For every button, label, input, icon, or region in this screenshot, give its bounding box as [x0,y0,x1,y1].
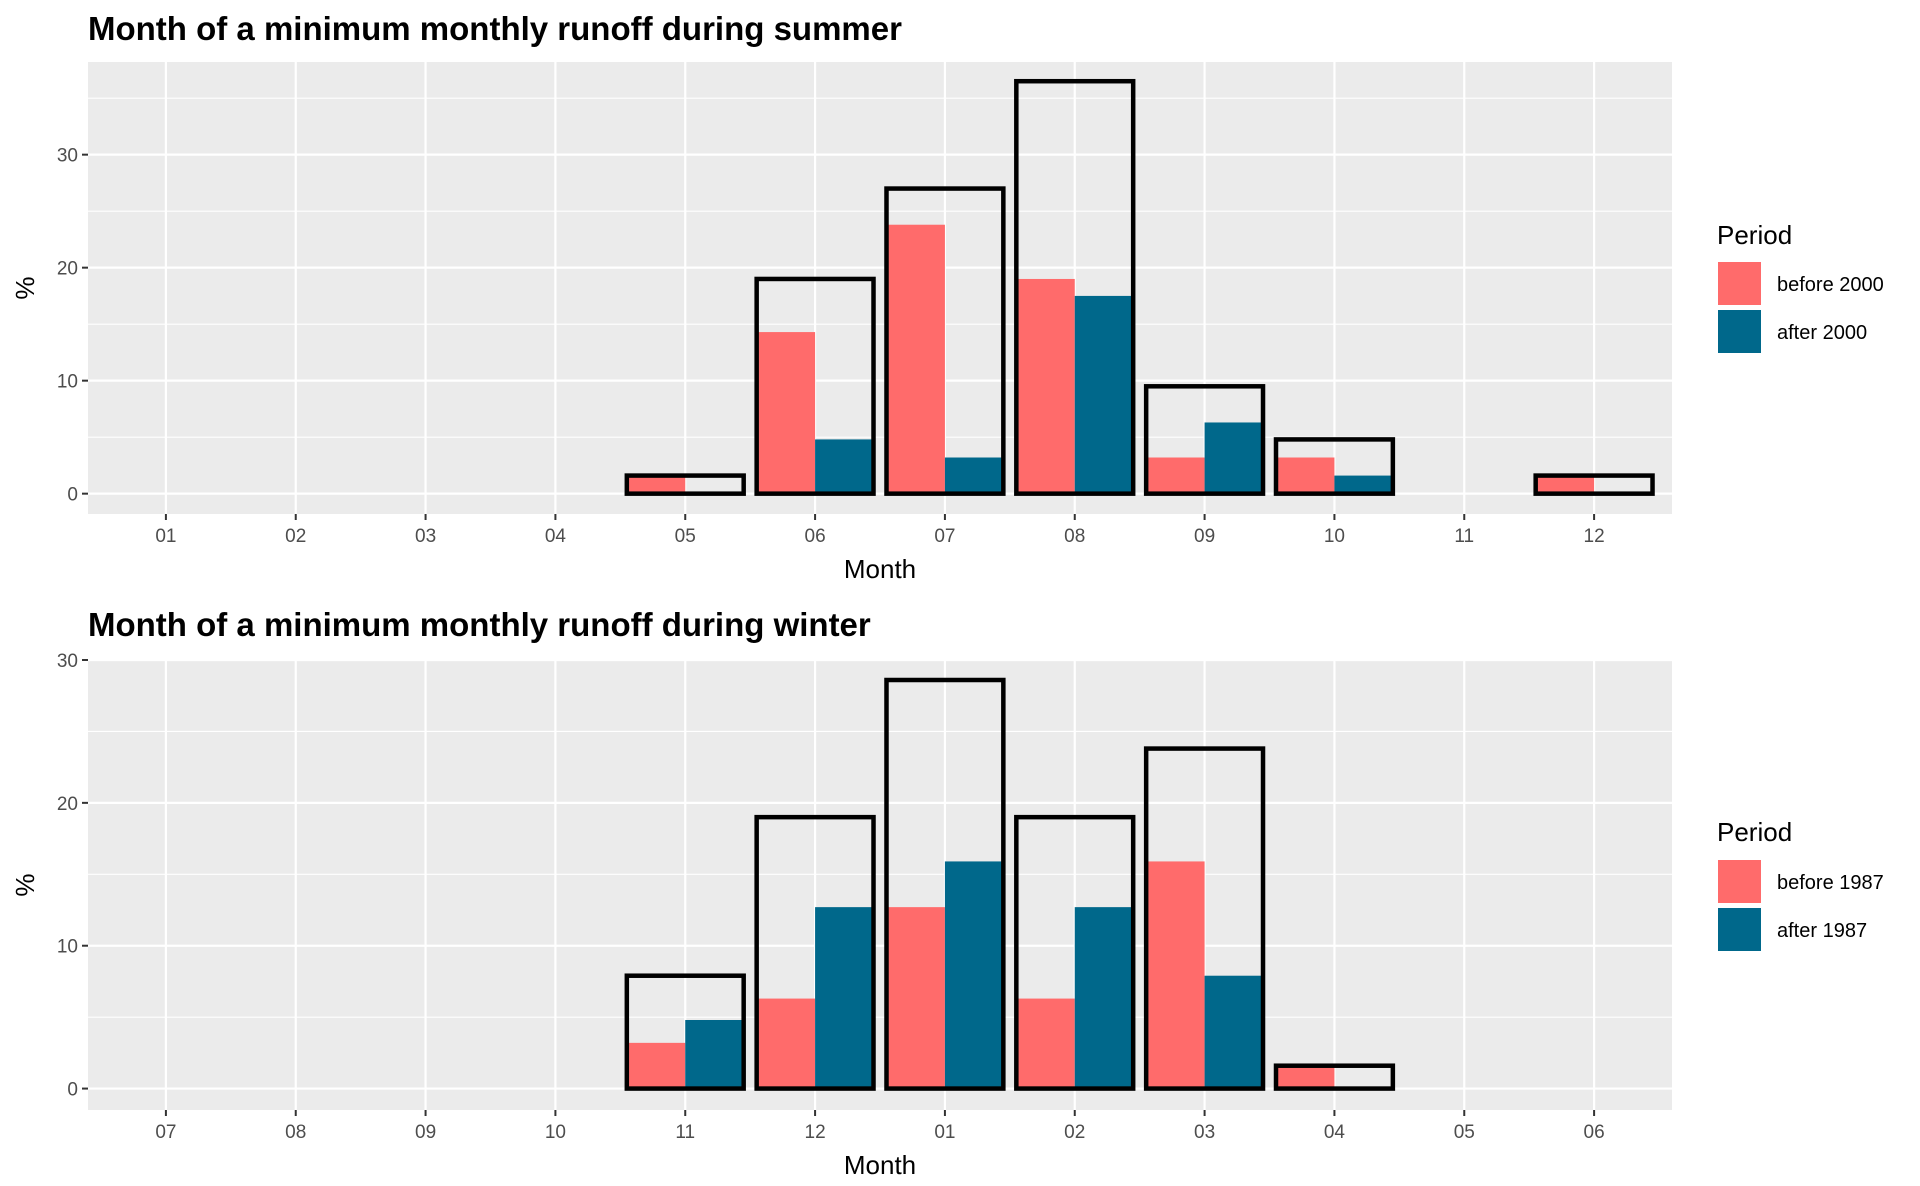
summer-bars [624,78,1655,496]
total-outline-bar [624,473,746,496]
total-outline-bar [1143,746,1266,1091]
summer-legend-key-after [1718,310,1761,353]
summer-chart-title: Month of a minimum monthly runoff during… [88,10,902,47]
total-outline-bar [1273,437,1396,496]
x-tick-label: 08 [1064,526,1085,547]
bar-after [1074,295,1134,494]
total-outline-bar [1014,814,1136,1091]
winter-x-axis-title: Month [844,1150,916,1180]
y-tick-label: 10 [57,937,78,958]
x-tick-label: 11 [675,1122,695,1143]
winter-bars [624,677,1396,1091]
winter-legend: Period before 1987 after 1987 [1717,817,1884,951]
bar-before [886,907,945,1089]
winter-legend-label-before: before 1987 [1777,872,1884,894]
total-outline-bar [1533,473,1655,496]
summer-legend-label-after: after 2000 [1777,322,1867,344]
x-tick-label: 03 [415,526,436,547]
summer-y-axis: 0 10 20 30 [57,146,88,506]
winter-plot-panel [88,660,1672,1110]
winter-y-axis: 0 10 20 30 [57,651,88,1101]
bar-after [944,457,1004,494]
y-tick-label: 0 [67,1080,78,1101]
summer-plot-panel [88,62,1672,514]
winter-y-axis-title: % [10,873,40,896]
x-tick-label: 09 [1194,526,1215,547]
bar-after [685,1020,744,1089]
winter-chart: Month of a minimum monthly runoff during… [10,606,1884,1180]
x-tick-label: 07 [155,1122,176,1143]
bar-before [1146,861,1205,1089]
x-tick-label: 10 [545,1122,566,1143]
winter-legend-label-after: after 1987 [1777,920,1867,942]
x-tick-label: 06 [1584,1122,1605,1143]
x-tick-label: 03 [1194,1122,1215,1143]
bar-before [1016,998,1075,1089]
bar-before [626,1042,686,1089]
winter-legend-key-after [1718,908,1761,951]
y-tick-label: 20 [57,794,78,815]
summer-x-axis-title: Month [844,554,916,584]
bar-after [944,861,1004,1089]
x-tick-label: 01 [934,1122,955,1143]
x-tick-label: 09 [415,1122,436,1143]
x-tick-label: 01 [155,526,176,547]
x-tick-label: 12 [805,1122,826,1143]
x-tick-label: 05 [1454,1122,1475,1143]
y-tick-label: 20 [57,259,78,280]
winter-chart-title: Month of a minimum monthly runoff during… [88,606,871,643]
total-outline-bar [624,973,746,1091]
x-tick-label: 06 [805,526,826,547]
y-tick-label: 30 [57,146,78,167]
bar-after [1204,975,1264,1089]
x-tick-label: 10 [1324,526,1345,547]
x-tick-label: 02 [285,526,306,547]
x-tick-label: 07 [934,526,955,547]
bar-before [1276,1065,1335,1089]
bar-before [886,224,945,494]
total-outline-bar [884,186,1006,496]
x-tick-label: 04 [545,526,567,547]
total-outline-bar [754,276,876,496]
summer-legend-label-before: before 2000 [1777,274,1884,296]
summer-legend-key-before [1718,262,1761,305]
x-tick-label: 12 [1584,526,1605,547]
x-tick-label: 11 [1454,526,1474,547]
total-outline-bar [1273,1063,1396,1091]
bar-after [1334,475,1393,494]
bar-before [1535,475,1595,494]
bar-before [1016,278,1075,494]
bar-before [626,475,686,494]
bar-before [756,998,816,1089]
winter-gridlines [88,658,1672,1110]
x-tick-label: 05 [675,526,696,547]
bar-before [756,332,816,494]
y-tick-label: 10 [57,372,78,393]
total-outline-bar [1143,384,1266,496]
y-tick-label: 0 [67,485,78,506]
summer-chart: Month of a minimum monthly runoff during… [10,10,1884,584]
winter-legend-title: Period [1717,817,1792,847]
x-tick-label: 02 [1064,1122,1085,1143]
winter-x-axis: 07 08 09 10 11 12 01 02 03 04 05 06 [155,1110,1605,1143]
summer-legend: Period before 2000 after 2000 [1717,220,1884,353]
bar-after [1074,907,1134,1089]
bar-after [1204,422,1264,494]
summer-y-axis-title: % [10,276,40,299]
bar-after [815,907,874,1089]
winter-legend-key-before [1718,860,1761,903]
summer-legend-title: Period [1717,220,1792,250]
x-tick-label: 08 [285,1122,306,1143]
y-tick-label: 30 [57,651,78,672]
bar-before [1146,457,1205,494]
total-outline-bar [884,677,1006,1091]
bar-after [815,439,874,494]
total-outline-bar [1014,78,1136,496]
x-tick-label: 04 [1324,1122,1346,1143]
total-outline-bar [754,814,876,1091]
bar-before [1276,457,1335,494]
summer-x-axis: 01 02 03 04 05 06 07 08 09 10 11 12 [155,514,1605,547]
